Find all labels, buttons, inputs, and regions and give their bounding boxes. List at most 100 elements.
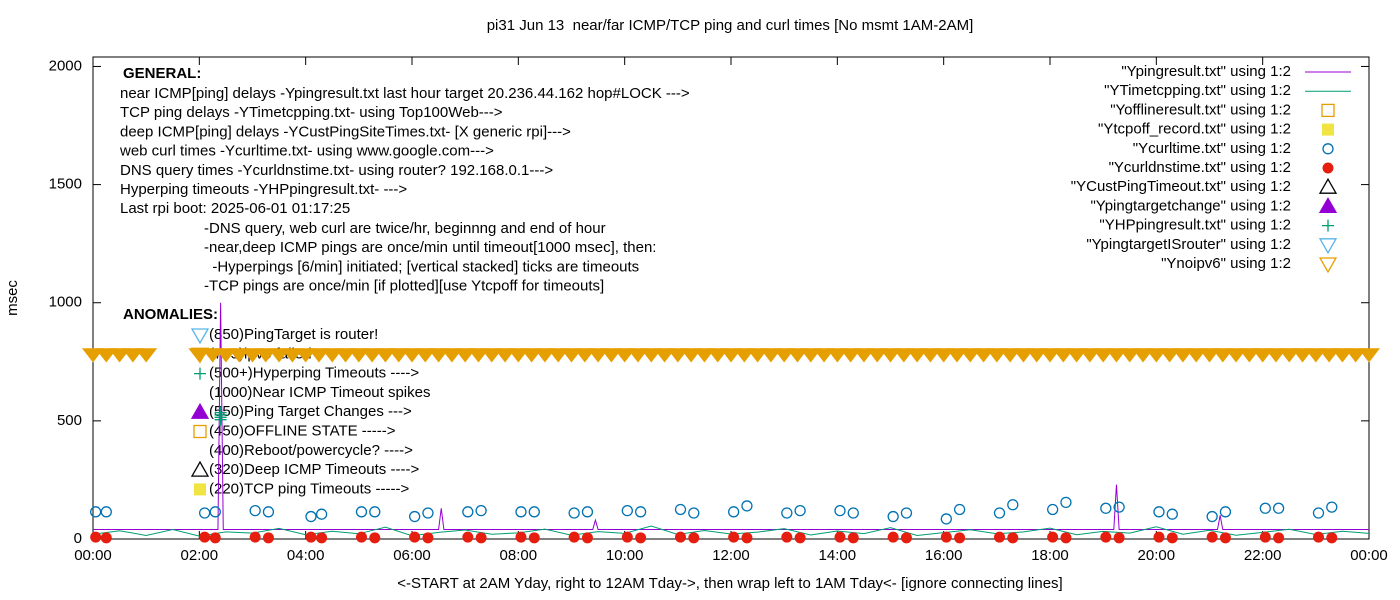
data-point: [188, 348, 211, 363]
data-point: [1291, 348, 1314, 363]
data-point: [515, 506, 527, 518]
data-point: [198, 507, 211, 519]
x-tick-label: 18:00: [1031, 547, 1069, 564]
anomaly-note: (550)Ping Target Changes --->: [209, 403, 412, 420]
data-point: [422, 532, 434, 544]
data-point: [475, 532, 487, 544]
data-point: [834, 504, 846, 517]
data-point: [945, 348, 968, 363]
anomaly-icon: [193, 424, 207, 439]
general-note: -TCP pings are once/min [if plotted][use…: [204, 278, 604, 295]
data-point: [305, 531, 317, 543]
data-point: [852, 348, 875, 363]
data-point: [1166, 532, 1178, 544]
y-tick-label: 1500: [49, 176, 82, 193]
data-point: [1206, 531, 1218, 543]
data-point: [1272, 502, 1285, 514]
x-tick-label: 16:00: [925, 547, 963, 564]
anomaly-note: (400)Reboot/powercycle? ---->: [209, 442, 413, 459]
data-point: [369, 506, 381, 518]
general-note: -DNS query, web curl are twice/hr, begin…: [204, 220, 606, 237]
data-point: [940, 513, 952, 525]
data-point: [1344, 348, 1367, 363]
data-point: [409, 510, 421, 523]
data-point: [262, 532, 274, 544]
data-point: [1060, 496, 1072, 509]
data-point: [1158, 348, 1181, 363]
data-point: [315, 508, 328, 520]
data-point: [794, 504, 806, 517]
data-point: [1025, 348, 1048, 363]
data-point: [959, 348, 982, 363]
legend-label: "YTimetcpping.txt" using 1:2: [1104, 82, 1291, 99]
data-point: [294, 348, 317, 363]
data-point: [813, 348, 836, 363]
data-point: [568, 507, 580, 519]
data-point: [228, 348, 251, 363]
data-point: [209, 532, 221, 544]
x-tick-label: 20:00: [1138, 547, 1176, 564]
data-point: [1100, 531, 1112, 543]
legend-swatch: [1318, 257, 1338, 274]
data-point: [1259, 531, 1271, 543]
data-point: [954, 532, 966, 544]
data-point: [305, 510, 317, 523]
data-point: [95, 348, 118, 363]
data-point: [1171, 348, 1194, 363]
data-point: [799, 348, 822, 363]
x-tick-label: 22:00: [1244, 547, 1282, 564]
data-point: [1185, 348, 1208, 363]
x-tick-label: 02:00: [181, 547, 219, 564]
data-point: [414, 348, 437, 363]
general-note: DNS query times -Ycurldnstime.txt- using…: [120, 162, 553, 179]
anomaly-note: (320)Deep ICMP Timeouts ---->: [209, 461, 419, 478]
legend-swatch: [1322, 219, 1334, 232]
data-point: [374, 348, 397, 363]
data-point: [533, 348, 556, 363]
data-point: [613, 348, 636, 363]
x-tick-label: 08:00: [500, 547, 538, 564]
y-tick-label: 2000: [49, 57, 82, 74]
y-tick-label: 0: [74, 530, 82, 547]
data-point: [1259, 502, 1271, 514]
legend-label: "YCustPingTimeout.txt" using 1:2: [1071, 178, 1291, 195]
data-point: [400, 348, 424, 363]
data-point: [1219, 506, 1232, 518]
data-point: [985, 348, 1008, 363]
legend-label: "Ycurldnstime.txt" using 1:2: [1109, 159, 1291, 176]
data-point: [741, 532, 753, 544]
anomaly-icon: [190, 460, 210, 477]
data-point: [879, 348, 902, 363]
data-point: [369, 532, 381, 544]
data-point: [666, 348, 689, 363]
data-point: [249, 504, 261, 517]
y-tick-label: 1000: [49, 294, 82, 311]
data-point: [1312, 531, 1324, 543]
data-point: [906, 348, 929, 363]
data-point: [635, 532, 647, 544]
data-point: [653, 348, 676, 363]
data-point: [81, 348, 105, 363]
data-point: [581, 506, 594, 518]
general-heading: GENERAL:: [123, 65, 201, 82]
series-line: [93, 302, 1369, 531]
data-point: [847, 532, 859, 544]
general-note: deep ICMP[ping] delays -YCustPingSiteTim…: [120, 123, 571, 140]
data-point: [688, 532, 700, 544]
legend-swatch: [1322, 143, 1334, 155]
data-point: [440, 348, 463, 363]
general-note: -Hyperpings [6/min] initiated; [vertical…: [204, 258, 639, 275]
data-point: [268, 348, 291, 363]
data-point: [826, 348, 849, 363]
general-note: Last rpi boot: 2025-06-01 01:17:25: [120, 200, 350, 217]
data-point: [262, 506, 275, 518]
data-point: [387, 348, 410, 363]
data-point: [919, 348, 942, 363]
chart-title: pi31 Jun 13 near/far ICMP/TCP ping and c…: [487, 17, 974, 34]
data-point: [254, 348, 277, 363]
data-point: [1012, 348, 1035, 363]
data-point: [900, 507, 913, 519]
data-point: [201, 348, 224, 363]
anomaly-note: (500+)Hyperping Timeouts ---->: [209, 365, 419, 382]
data-point: [847, 507, 859, 519]
